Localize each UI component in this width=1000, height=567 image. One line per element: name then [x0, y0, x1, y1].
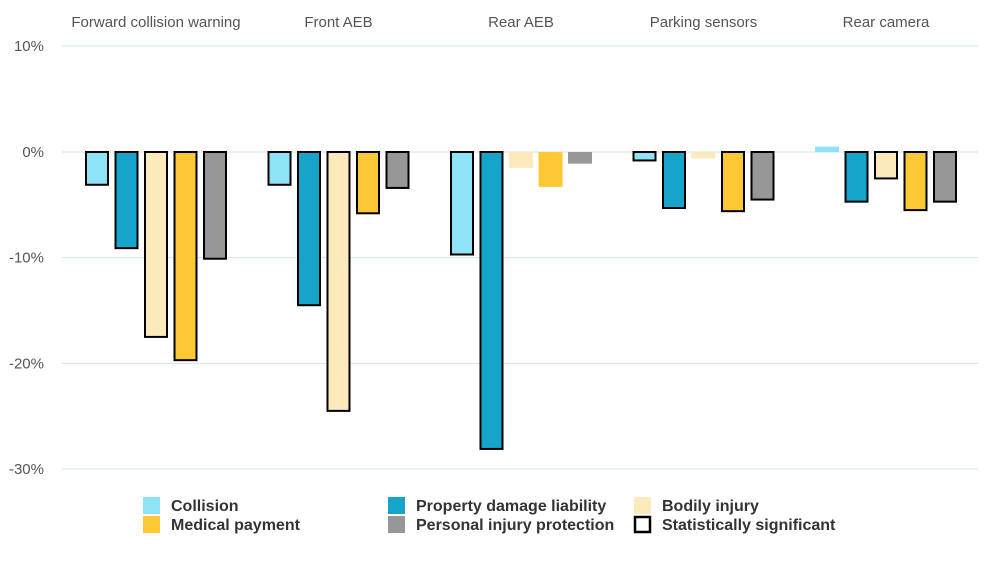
- group-labels: Forward collision warning Front AEB Rear A…: [71, 14, 930, 31]
- legend-label: Personal injury protection: [416, 517, 614, 534]
- category-label: Rear camera: [843, 14, 930, 31]
- bar: [691, 152, 716, 159]
- y-tick-label: -20%: [9, 355, 44, 372]
- bar: [815, 146, 839, 152]
- bar: [632, 151, 657, 162]
- y-tick-label: 0%: [22, 144, 44, 161]
- legend-swatch: [143, 497, 160, 514]
- legend-label: Medical payment: [171, 517, 301, 534]
- bar: [173, 151, 198, 362]
- legend-swatch: [388, 516, 405, 533]
- legend-swatch: [388, 497, 405, 514]
- bar: [144, 151, 168, 338]
- bar: [903, 151, 928, 212]
- bar: [568, 152, 592, 164]
- category-label: Front AEB: [304, 14, 372, 31]
- legend-swatch: [634, 497, 651, 514]
- bar: [721, 151, 745, 213]
- gridlines: [62, 45, 978, 470]
- legend-swatch: [633, 515, 652, 534]
- bar: [479, 151, 504, 450]
- bar: [114, 151, 139, 250]
- legend-label: Collision: [171, 498, 239, 515]
- y-tick-label: 10%: [14, 38, 44, 55]
- legend-label: Property damage liability: [416, 498, 606, 515]
- bar: [874, 151, 898, 180]
- bar: [326, 151, 351, 412]
- bar: [297, 151, 321, 307]
- bar: [203, 151, 227, 260]
- bar: [385, 151, 410, 189]
- category-label: Forward collision warning: [71, 14, 240, 31]
- y-tick-label: -10%: [9, 250, 44, 267]
- bar: [356, 151, 380, 215]
- bar: [538, 152, 563, 187]
- legend-label: Bodily injury: [662, 498, 759, 515]
- bar: [933, 151, 957, 203]
- legend-swatch: [143, 516, 160, 533]
- y-axis-ticks: 10% 0% -10% -20% -30%: [9, 38, 44, 478]
- bars: [85, 146, 957, 450]
- bar: [750, 151, 775, 201]
- bar: [662, 151, 686, 210]
- bar: [85, 151, 109, 186]
- bar: [267, 151, 292, 186]
- bar: [844, 151, 869, 203]
- legend: Collision Property damage liability Bodily…: [143, 497, 836, 534]
- category-label: Rear AEB: [488, 14, 554, 31]
- y-tick-label: -30%: [9, 461, 44, 478]
- bar: [450, 151, 474, 256]
- category-label: Parking sensors: [650, 14, 758, 31]
- legend-label: Statistically significant: [662, 517, 836, 534]
- bar: [509, 152, 533, 168]
